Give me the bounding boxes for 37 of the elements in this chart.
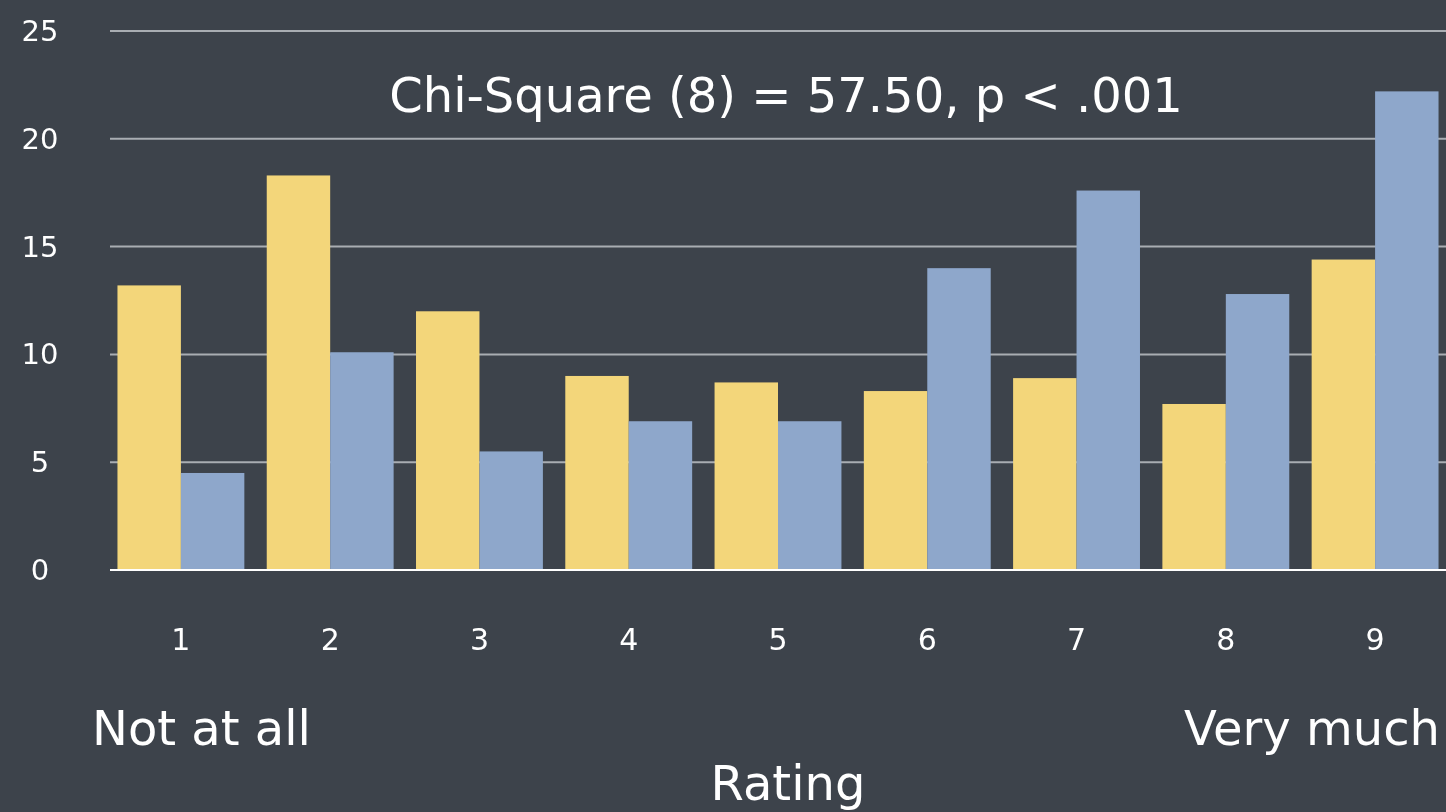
annotation: Chi-Square (8) = 57.50, p < .001 bbox=[389, 67, 1183, 123]
bar bbox=[927, 268, 991, 570]
bar bbox=[714, 382, 778, 570]
bar bbox=[117, 285, 181, 570]
bar bbox=[479, 451, 543, 570]
bar bbox=[628, 421, 693, 570]
bar bbox=[180, 472, 245, 570]
bar bbox=[266, 175, 331, 570]
x-tick-label: 5 bbox=[768, 622, 788, 657]
bar bbox=[1375, 91, 1439, 570]
bar bbox=[1311, 259, 1376, 570]
x-tick-label: 6 bbox=[917, 622, 937, 657]
y-tick-label: 25 bbox=[21, 14, 59, 48]
x-axis-title: Rating bbox=[710, 755, 866, 811]
y-tick-label: 15 bbox=[21, 229, 59, 264]
bar bbox=[565, 375, 629, 570]
x-tick-label: 2 bbox=[320, 622, 340, 657]
x-tick-label: 1 bbox=[171, 622, 191, 657]
x-tick-label: 8 bbox=[1216, 622, 1236, 657]
bar bbox=[778, 421, 842, 570]
bar bbox=[1225, 294, 1290, 570]
y-tick-label: 0 bbox=[30, 553, 50, 587]
y-tick-label: 20 bbox=[21, 121, 59, 156]
bar bbox=[863, 391, 928, 570]
text: Very much bbox=[1183, 700, 1440, 756]
bar bbox=[330, 352, 394, 570]
x-tick-label: 4 bbox=[619, 622, 639, 657]
x-tick-label: 7 bbox=[1067, 622, 1087, 657]
bar bbox=[416, 311, 480, 570]
bar bbox=[1076, 190, 1140, 570]
x-tick-label: 9 bbox=[1365, 622, 1385, 657]
text: Not at all bbox=[92, 700, 311, 756]
x-tick-label: 3 bbox=[469, 622, 489, 657]
y-tick-label: 10 bbox=[21, 337, 59, 372]
bar bbox=[1013, 378, 1077, 570]
y-tick-label: 5 bbox=[30, 445, 50, 480]
bar bbox=[1162, 403, 1226, 570]
